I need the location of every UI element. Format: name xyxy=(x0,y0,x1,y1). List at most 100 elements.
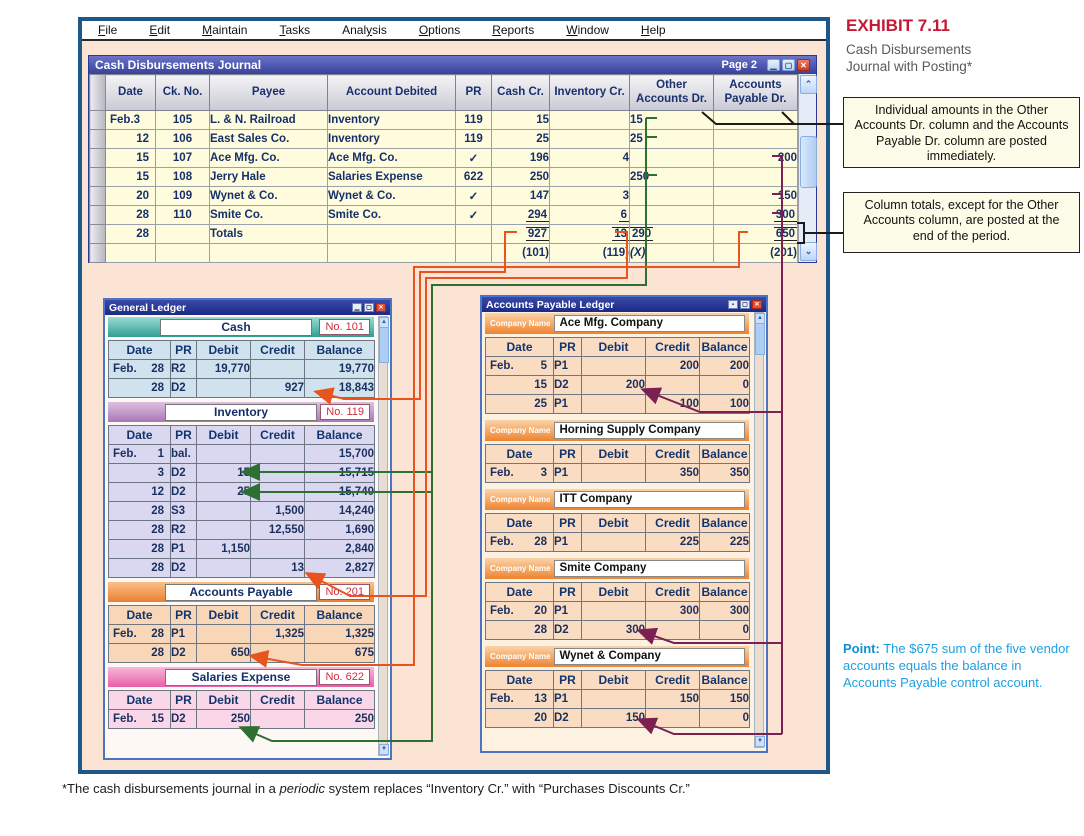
journal-posting-codes-row: (101) (119) (X) (201) xyxy=(89,243,798,263)
ledger-row: Feb. 28 P1 1,325 1,325 xyxy=(108,624,375,644)
accounts-payable-ledger-window: Accounts Payable Ledger ▪ ▢ ✕ Company Na… xyxy=(480,295,768,753)
ledger-row: Feb. 15 D2 250 250 xyxy=(108,709,375,729)
menu-window[interactable]: Window xyxy=(566,23,609,37)
ap-company-table: Date PR Debit Credit Balance Feb. 28 P1 225 225 xyxy=(485,513,750,552)
ap-ledger-title: Accounts Payable Ledger xyxy=(486,298,615,311)
ledger-row: 12 D2 25 15,740 xyxy=(108,482,375,502)
journal-row: Feb.3 105 L. & N. Railroad Inventory 119… xyxy=(89,110,798,130)
gl-account-number: No. 101 xyxy=(319,319,370,335)
company-name-label: Company Name xyxy=(490,319,551,328)
close-button[interactable]: ✕ xyxy=(376,303,386,312)
ledger-row: 28 P1 1,150 2,840 xyxy=(108,539,375,559)
ledger-row: 28 D2 13 2,827 xyxy=(108,558,375,578)
company-name-input[interactable]: Smite Company xyxy=(554,560,745,577)
menu-tasks[interactable]: Tasks xyxy=(279,23,311,37)
row-handle[interactable] xyxy=(89,110,106,130)
row-handle[interactable] xyxy=(89,186,106,206)
row-handle[interactable] xyxy=(89,167,106,187)
ap-company-table: Date PR Debit Credit Balance Feb. 5 P1 200 200 1… xyxy=(485,337,750,414)
gl-cash-band: Cash No. 101 xyxy=(108,317,374,337)
general-ledger-window: General Ledger ▁ ▢ ✕ Cash No. 101 Date PR… xyxy=(103,298,392,760)
close-button[interactable]: ✕ xyxy=(752,300,762,309)
scroll-thumb[interactable] xyxy=(755,323,765,355)
close-button[interactable]: ✕ xyxy=(797,59,810,71)
point-note: Point: The $675 sum of the five vendor a… xyxy=(843,641,1070,690)
row-handle[interactable] xyxy=(89,148,106,168)
ledger-row: 28 D2 650 675 xyxy=(108,643,375,663)
menu-edit[interactable]: Edit xyxy=(149,23,171,37)
maximize-button[interactable]: ▢ xyxy=(740,300,750,309)
scroll-up-icon[interactable]: ⌃ xyxy=(800,75,817,94)
gl-salaries-expense-table: Date PR Debit Credit Balance Feb. 15 D2 250 250 xyxy=(108,690,375,729)
company-band: Company Name Wynet & Company xyxy=(485,646,749,667)
ledger-row: 15 D2 200 0 xyxy=(485,375,750,395)
company-name-input[interactable]: ITT Company xyxy=(554,491,745,508)
company-name-input[interactable]: Wynet & Company xyxy=(554,648,745,665)
general-ledger-titlebar: General Ledger ▁ ▢ ✕ xyxy=(105,300,390,315)
row-handle[interactable] xyxy=(89,205,106,225)
menu-help[interactable]: Help xyxy=(640,23,666,37)
gl-accounts-payable-band: Accounts Payable No. 201 xyxy=(108,582,374,602)
ap-scrollbar[interactable]: ▲ ▼ xyxy=(754,312,765,748)
gl-inventory-band: Inventory No. 119 xyxy=(108,402,374,422)
journal-row: 15 108 Jerry Hale Salaries Expense 622 2… xyxy=(89,167,798,187)
maximize-button[interactable]: ▢ xyxy=(782,59,795,71)
col-inventory-cr: Inventory Cr. xyxy=(549,74,630,111)
posting-code-inventory: (119) xyxy=(549,243,630,263)
ledger-row: Feb. 13 P1 150 150 xyxy=(485,689,750,709)
totals-label: Totals xyxy=(209,224,328,244)
company-name-input[interactable]: Horning Supply Company xyxy=(554,422,745,439)
exhibit-title: EXHIBIT 7.11 xyxy=(846,16,950,35)
minimize-button[interactable]: ▁ xyxy=(767,59,780,71)
journal-page-label: Page 2 xyxy=(721,59,757,71)
menu-maintain[interactable]: Maintain xyxy=(202,23,248,37)
callout-individual-amounts: Individual amounts in the Other Accounts… xyxy=(843,97,1080,168)
menu-reports[interactable]: Reports xyxy=(492,23,535,37)
col-accounts-payable-dr: Accounts Payable Dr. xyxy=(713,74,798,111)
journal-title: Cash Disbursements Journal xyxy=(95,58,262,72)
col-other-accounts-dr: Other Accounts Dr. xyxy=(629,74,714,111)
gl-account-number: No. 119 xyxy=(320,404,370,420)
scroll-thumb[interactable] xyxy=(379,327,389,363)
maximize-button[interactable]: ▢ xyxy=(364,303,374,312)
footnote: *The cash disbursements journal in a per… xyxy=(62,781,690,796)
company-name-label: Company Name xyxy=(490,652,551,661)
company-band: Company Name Smite Company xyxy=(485,558,749,579)
row-handle[interactable] xyxy=(89,243,106,263)
row-handle[interactable] xyxy=(89,129,106,149)
ledger-row: 28 D2 300 0 xyxy=(485,620,750,640)
row-handle[interactable] xyxy=(89,224,106,244)
menu-file[interactable]: File xyxy=(98,23,118,37)
company-name-label: Company Name xyxy=(490,564,551,573)
company-name-label: Company Name xyxy=(490,426,551,435)
menu-analysis[interactable]: Analysis xyxy=(342,23,387,37)
company-band: Company Name Horning Supply Company xyxy=(485,420,749,441)
minimize-button[interactable]: ▪ xyxy=(728,300,738,309)
company-name-input[interactable]: Ace Mfg. Company xyxy=(554,315,745,332)
gl-account-name: Accounts Payable xyxy=(165,583,317,601)
menu-options[interactable]: Options xyxy=(418,23,461,37)
ap-company-table: Date PR Debit Credit Balance Feb. 3 P1 350 350 xyxy=(485,444,750,483)
company-name-label: Company Name xyxy=(490,495,551,504)
journal-scrollbar[interactable]: ⌃ ⌄ xyxy=(798,74,817,262)
gl-account-number: No. 201 xyxy=(319,584,370,600)
posting-code-other: (X) xyxy=(629,243,714,263)
gl-salaries-expense-band: Salaries Expense No. 622 xyxy=(108,667,374,687)
col-pr: PR xyxy=(455,74,492,111)
ledger-row: 3 D2 15 15,715 xyxy=(108,463,375,483)
gl-accounts-payable-table: Date PR Debit Credit Balance Feb. 28 P1 1,325 1,… xyxy=(108,605,375,663)
scroll-down-icon[interactable]: ⌄ xyxy=(800,242,817,261)
gl-account-name: Salaries Expense xyxy=(165,668,317,686)
scroll-thumb[interactable] xyxy=(800,136,817,188)
journal-row: 12 106 East Sales Co. Inventory 119 25 2… xyxy=(89,129,798,149)
ledger-row: Feb. 1 bal. 15,700 xyxy=(108,444,375,464)
ledger-row: 25 P1 100 100 xyxy=(485,394,750,414)
gl-scrollbar[interactable]: ▲ ▼ xyxy=(378,316,389,756)
journal-row: 20 109 Wynet & Co. Wynet & Co. ✓ 147 3 1… xyxy=(89,186,798,206)
scroll-down-icon[interactable]: ▼ xyxy=(379,744,389,755)
ap-company-table: Date PR Debit Credit Balance Feb. 13 P1 150 150 … xyxy=(485,670,750,728)
scroll-down-icon[interactable]: ▼ xyxy=(755,736,765,747)
callout-column-totals: Column totals, except for the Other Acco… xyxy=(843,192,1080,253)
minimize-button[interactable]: ▁ xyxy=(352,303,362,312)
